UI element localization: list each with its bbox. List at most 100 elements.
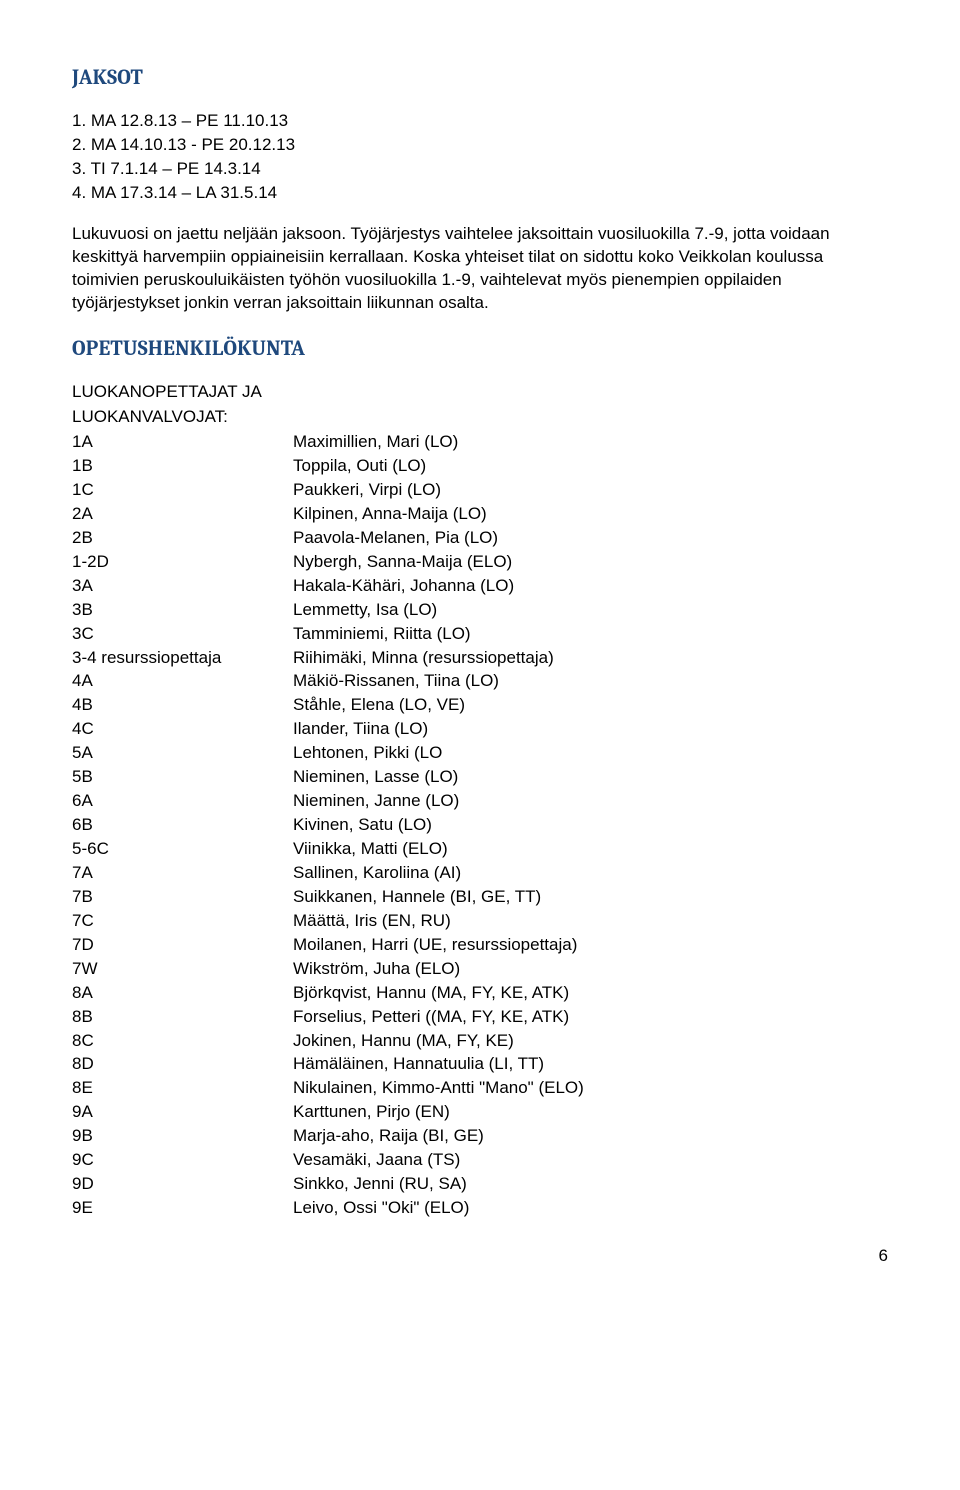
staff-name: Sallinen, Karoliina (AI) [293,862,584,886]
staff-name: Vesamäki, Jaana (TS) [293,1149,584,1173]
jaksot-item: 3. TI 7.1.14 – PE 14.3.14 [72,158,888,181]
subhead-line-1: LUOKANOPETTAJAT JA [72,381,888,404]
staff-class-code: 7A [72,862,293,886]
staff-class-code: 8D [72,1053,293,1077]
staff-row: 8ABjörkqvist, Hannu (MA, FY, KE, ATK) [72,982,584,1006]
staff-row: 1-2DNybergh, Sanna-Maija (ELO) [72,551,584,575]
staff-row: 9CVesamäki, Jaana (TS) [72,1149,584,1173]
staff-name: Nybergh, Sanna-Maija (ELO) [293,551,584,575]
heading-opetushenkilokunta: OPETUSHENKILÖKUNTA [72,335,888,363]
staff-name: Nieminen, Lasse (LO) [293,766,584,790]
staff-name: Forselius, Petteri ((MA, FY, KE, ATK) [293,1006,584,1030]
staff-row: 7WWikström, Juha (ELO) [72,958,584,982]
staff-class-code: 2B [72,527,293,551]
staff-class-code: 3C [72,623,293,647]
staff-class-code: 5A [72,742,293,766]
staff-row: 5-6CViinikka, Matti (ELO) [72,838,584,862]
staff-row: 4AMäkiö-Rissanen, Tiina (LO) [72,670,584,694]
staff-name: Hakala-Kähäri, Johanna (LO) [293,575,584,599]
staff-name: Nikulainen, Kimmo-Antti "Mano" (ELO) [293,1077,584,1101]
staff-row: 8BForselius, Petteri ((MA, FY, KE, ATK) [72,1006,584,1030]
staff-class-code: 4B [72,694,293,718]
staff-row: 7BSuikkanen, Hannele (BI, GE, TT) [72,886,584,910]
staff-class-code: 8B [72,1006,293,1030]
staff-row: 8DHämäläinen, Hannatuulia (LI, TT) [72,1053,584,1077]
staff-row: 6ANieminen, Janne (LO) [72,790,584,814]
staff-row: 3AHakala-Kähäri, Johanna (LO) [72,575,584,599]
staff-class-code: 5B [72,766,293,790]
staff-name: Toppila, Outi (LO) [293,455,584,479]
staff-class-code: 9D [72,1173,293,1197]
staff-name: Suikkanen, Hannele (BI, GE, TT) [293,886,584,910]
staff-name: Mäkiö-Rissanen, Tiina (LO) [293,670,584,694]
staff-class-code: 2A [72,503,293,527]
staff-class-code: 6A [72,790,293,814]
staff-row: 3CTamminiemi, Riitta (LO) [72,623,584,647]
staff-row: 6BKivinen, Satu (LO) [72,814,584,838]
staff-class-code: 6B [72,814,293,838]
staff-name: Jokinen, Hannu (MA, FY, KE) [293,1030,584,1054]
jaksot-item: 1. MA 12.8.13 – PE 11.10.13 [72,110,888,133]
staff-class-code: 7D [72,934,293,958]
staff-name: Sinkko, Jenni (RU, SA) [293,1173,584,1197]
staff-name: Wikström, Juha (ELO) [293,958,584,982]
staff-name: Paukkeri, Virpi (LO) [293,479,584,503]
staff-name: Maximillien, Mari (LO) [293,431,584,455]
staff-class-code: 7W [72,958,293,982]
staff-row: 7DMoilanen, Harri (UE, resurssiopettaja) [72,934,584,958]
staff-row: 2AKilpinen, Anna-Maija (LO) [72,503,584,527]
staff-class-code: 8C [72,1030,293,1054]
staff-name: Kilpinen, Anna-Maija (LO) [293,503,584,527]
staff-name: Moilanen, Harri (UE, resurssiopettaja) [293,934,584,958]
staff-row: 9DSinkko, Jenni (RU, SA) [72,1173,584,1197]
staff-class-code: 9B [72,1125,293,1149]
staff-name: Ilander, Tiina (LO) [293,718,584,742]
staff-name: Kivinen, Satu (LO) [293,814,584,838]
jaksot-item: 2. MA 14.10.13 - PE 20.12.13 [72,134,888,157]
staff-name: Viinikka, Matti (ELO) [293,838,584,862]
staff-class-code: 8A [72,982,293,1006]
staff-table: 1AMaximillien, Mari (LO)1BToppila, Outi … [72,431,584,1221]
staff-row: 1AMaximillien, Mari (LO) [72,431,584,455]
staff-row: 2BPaavola-Melanen, Pia (LO) [72,527,584,551]
staff-class-code: 1C [72,479,293,503]
staff-name: Björkqvist, Hannu (MA, FY, KE, ATK) [293,982,584,1006]
staff-class-code: 9E [72,1197,293,1221]
staff-name: Nieminen, Janne (LO) [293,790,584,814]
subhead-line-2: LUOKANVALVOJAT: [72,406,888,429]
staff-row: 7ASallinen, Karoliina (AI) [72,862,584,886]
staff-row: 5ALehtonen, Pikki (LO [72,742,584,766]
staff-class-code: 3B [72,599,293,623]
staff-name: Riihimäki, Minna (resurssiopettaja) [293,647,584,671]
jaksot-list: 1. MA 12.8.13 – PE 11.10.13 2. MA 14.10.… [72,110,888,205]
staff-class-code: 1A [72,431,293,455]
staff-name: Marja-aho, Raija (BI, GE) [293,1125,584,1149]
staff-name: Paavola-Melanen, Pia (LO) [293,527,584,551]
staff-row: 8CJokinen, Hannu (MA, FY, KE) [72,1030,584,1054]
staff-row: 9BMarja-aho, Raija (BI, GE) [72,1125,584,1149]
staff-name: Karttunen, Pirjo (EN) [293,1101,584,1125]
staff-row: 3-4 resurssiopettajaRiihimäki, Minna (re… [72,647,584,671]
staff-name: Hämäläinen, Hannatuulia (LI, TT) [293,1053,584,1077]
staff-name: Ståhle, Elena (LO, VE) [293,694,584,718]
staff-row: 4BStåhle, Elena (LO, VE) [72,694,584,718]
staff-class-code: 7C [72,910,293,934]
staff-class-code: 7B [72,886,293,910]
staff-class-code: 1B [72,455,293,479]
staff-row: 9AKarttunen, Pirjo (EN) [72,1101,584,1125]
staff-name: Tamminiemi, Riitta (LO) [293,623,584,647]
staff-name: Lehtonen, Pikki (LO [293,742,584,766]
staff-class-code: 3A [72,575,293,599]
staff-class-code: 4A [72,670,293,694]
staff-row: 7CMäättä, Iris (EN, RU) [72,910,584,934]
staff-row: 1CPaukkeri, Virpi (LO) [72,479,584,503]
jaksot-paragraph: Lukuvuosi on jaettu neljään jaksoon. Työ… [72,223,888,315]
staff-row: 9ELeivo, Ossi "Oki" (ELO) [72,1197,584,1221]
page-number: 6 [72,1245,888,1268]
staff-class-code: 4C [72,718,293,742]
staff-class-code: 8E [72,1077,293,1101]
staff-row: 1BToppila, Outi (LO) [72,455,584,479]
staff-row: 4CIlander, Tiina (LO) [72,718,584,742]
staff-name: Leivo, Ossi "Oki" (ELO) [293,1197,584,1221]
staff-name: Lemmetty, Isa (LO) [293,599,584,623]
